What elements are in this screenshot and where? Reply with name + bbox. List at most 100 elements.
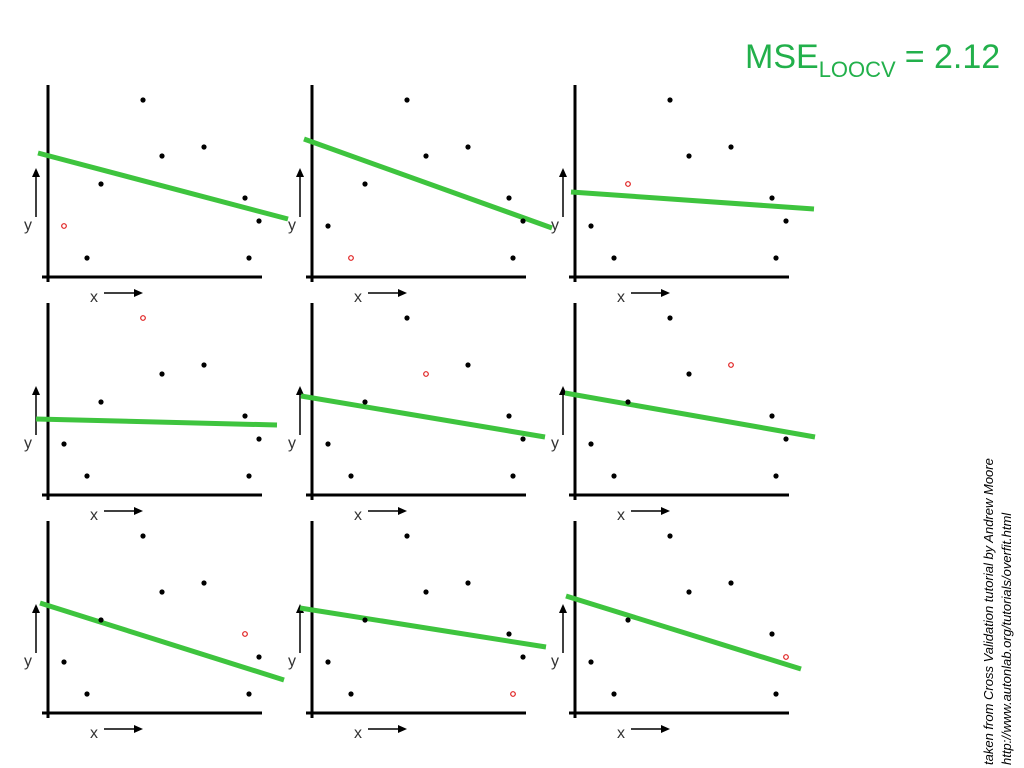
title-rest: = 2.12 — [905, 38, 1000, 76]
data-point — [667, 533, 673, 539]
y-arrowhead — [559, 168, 567, 177]
x-arrowhead — [661, 507, 670, 515]
y-axis-label: y — [288, 653, 296, 670]
fit-line — [570, 189, 815, 212]
x-axis-label: x — [617, 507, 625, 524]
x-arrowhead — [661, 289, 670, 297]
data-point — [348, 473, 354, 479]
x-axis-label: x — [90, 507, 98, 524]
held-out-point — [728, 362, 734, 368]
data-point — [423, 153, 429, 159]
data-point — [686, 371, 692, 377]
x-arrowhead — [134, 725, 143, 733]
y-axis-label: y — [288, 435, 296, 452]
data-point — [611, 691, 617, 697]
data-point — [404, 533, 410, 539]
data-point — [201, 362, 207, 368]
data-point — [520, 654, 526, 660]
y-arrowhead — [32, 168, 40, 177]
x-arrowhead — [398, 289, 407, 297]
data-point — [520, 436, 526, 442]
data-point — [362, 399, 368, 405]
data-point — [159, 153, 165, 159]
fit-line — [299, 605, 547, 650]
data-point — [98, 617, 104, 623]
fit-line — [565, 593, 802, 672]
held-out-point — [242, 631, 248, 637]
data-point — [246, 473, 252, 479]
held-out-point — [625, 181, 631, 187]
data-point — [362, 617, 368, 623]
data-point — [256, 218, 262, 224]
fit-line — [303, 136, 553, 231]
y-arrowhead — [296, 168, 304, 177]
data-point — [325, 441, 331, 447]
held-out-point — [783, 654, 789, 660]
x-arrowhead — [661, 725, 670, 733]
data-point — [140, 533, 146, 539]
y-axis-label: y — [551, 435, 559, 452]
data-point — [242, 195, 248, 201]
data-point — [506, 195, 512, 201]
data-point — [423, 589, 429, 595]
data-point — [769, 631, 775, 637]
data-point — [728, 144, 734, 150]
y-arrowhead — [32, 386, 40, 395]
data-point — [510, 255, 516, 261]
data-point — [246, 255, 252, 261]
y-arrowhead — [559, 604, 567, 613]
held-out-point — [348, 255, 354, 261]
fit-line — [564, 390, 816, 440]
held-out-point — [140, 315, 146, 321]
data-point — [140, 97, 146, 103]
data-point — [769, 195, 775, 201]
data-point — [588, 659, 594, 665]
data-point — [348, 691, 354, 697]
y-axis-label: y — [24, 217, 32, 234]
data-point — [773, 473, 779, 479]
data-point — [201, 580, 207, 586]
data-point — [84, 691, 90, 697]
data-point — [256, 436, 262, 442]
data-point — [242, 413, 248, 419]
data-point — [773, 255, 779, 261]
title-main: MSE — [745, 38, 819, 76]
data-point — [362, 181, 368, 187]
fit-line — [39, 600, 285, 683]
x-axis-label: x — [354, 507, 362, 524]
data-point — [325, 659, 331, 665]
x-axis-label: x — [90, 725, 98, 742]
x-arrowhead — [398, 507, 407, 515]
y-arrowhead — [296, 386, 304, 395]
title-subscript: LOOCV — [819, 57, 896, 82]
data-point — [520, 218, 526, 224]
x-axis-label: x — [617, 289, 625, 306]
data-point — [465, 580, 471, 586]
data-point — [510, 473, 516, 479]
data-point — [84, 473, 90, 479]
fit-line — [35, 416, 278, 428]
data-point — [611, 255, 617, 261]
data-point — [667, 315, 673, 321]
x-arrowhead — [134, 289, 143, 297]
held-out-point — [423, 371, 429, 377]
y-axis-label: y — [24, 653, 32, 670]
data-point — [246, 691, 252, 697]
x-axis-label: x — [354, 725, 362, 742]
source-line: http://www.autonlab.org/tutorials/overfi… — [999, 512, 1014, 765]
data-point — [61, 659, 67, 665]
x-arrowhead — [134, 507, 143, 515]
data-point — [98, 399, 104, 405]
y-arrowhead — [32, 604, 40, 613]
data-point — [159, 371, 165, 377]
data-point — [465, 362, 471, 368]
data-point — [783, 436, 789, 442]
data-point — [686, 153, 692, 159]
data-point — [783, 218, 789, 224]
source-line: taken from Cross Validation tutorial by … — [981, 458, 996, 765]
data-point — [728, 580, 734, 586]
y-axis-label: y — [288, 217, 296, 234]
data-point — [61, 441, 67, 447]
